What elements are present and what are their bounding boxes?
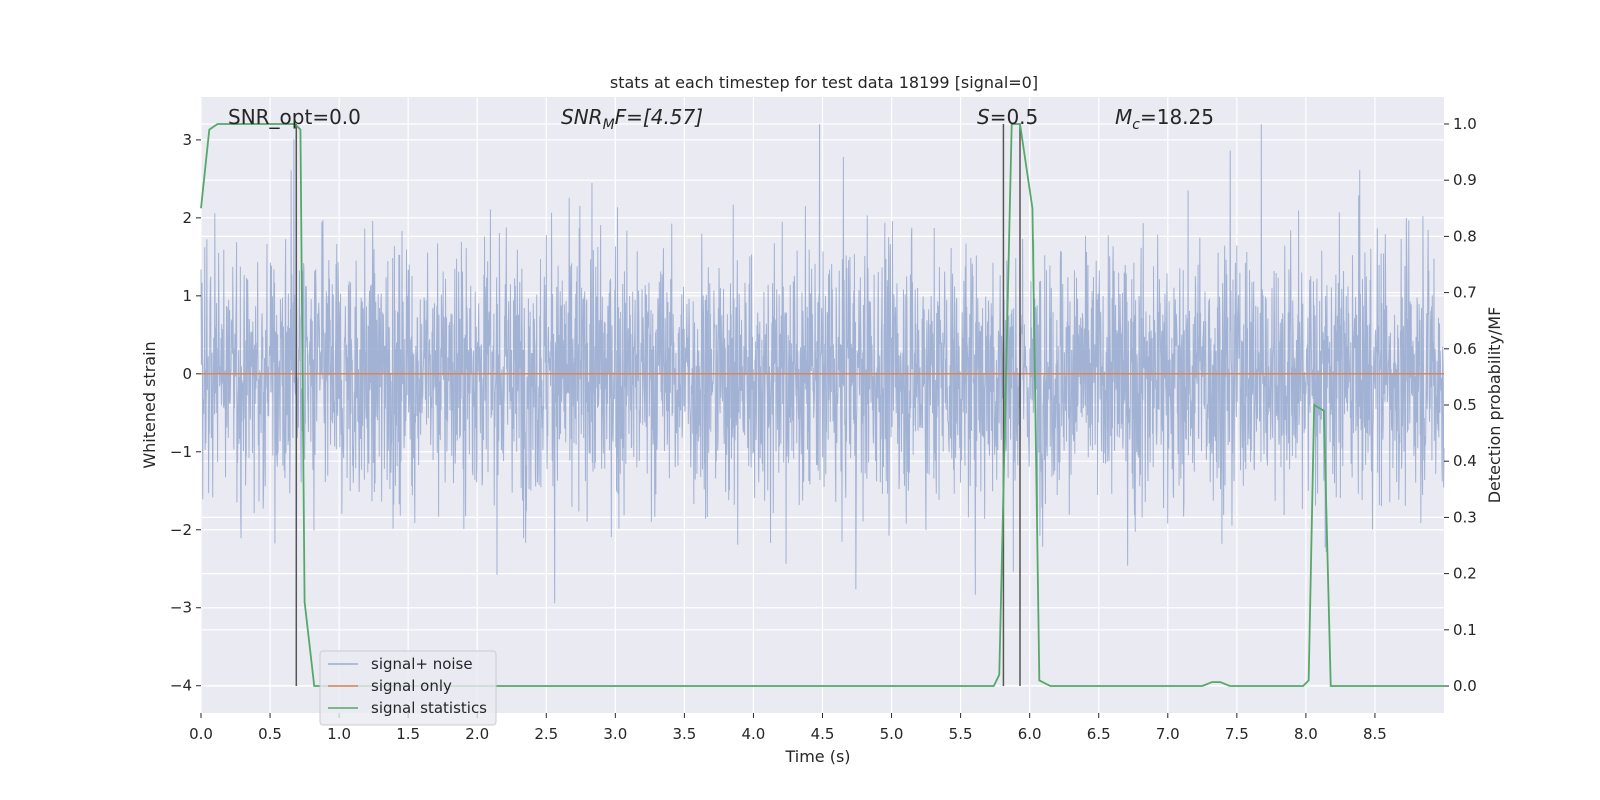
y2-tick-label: 0.2: [1453, 565, 1477, 583]
x-tick-label: 8.5: [1363, 725, 1387, 743]
signal-noise-series: [200, 124, 1445, 604]
annotation-s: S=0.5: [977, 105, 1038, 129]
y2-tick-label: 0.5: [1453, 396, 1477, 414]
legend: signal+ noise signal only signal statist…: [319, 650, 497, 726]
y-tick-label: 3: [182, 131, 192, 149]
x-tick-label: 1.0: [327, 725, 351, 743]
y-tick-label: −1: [170, 443, 192, 461]
y2-tick-label: 0.4: [1453, 452, 1477, 470]
y-axis-label: Whitened strain: [140, 341, 159, 468]
y-axis-ticks: −4 −3 −2 −1 0 1 2 3: [170, 131, 201, 695]
x-axis-ticks: 0.0 0.5 1.0 1.5 2.0 2.5 3.0 3.5 4.0 4.5 5.0 5.5 6.0 6…: [189, 713, 1387, 743]
y2-axis-ticks: 0.0 0.1 0.2 0.3 0.4 0.5 0.6 0.7 0.8 0.9 1.0: [1444, 115, 1477, 695]
x-tick-label: 4.5: [811, 725, 835, 743]
x-tick-label: 2.0: [465, 725, 489, 743]
annotation-snr-opt: SNR_opt=0.0: [228, 105, 361, 129]
y2-tick-label: 0.8: [1453, 227, 1477, 245]
x-tick-label: 3.0: [603, 725, 627, 743]
y2-tick-label: 1.0: [1453, 115, 1477, 133]
annotation-mc: Mc=18.25: [1115, 105, 1214, 133]
x-tick-label: 6.0: [1018, 725, 1042, 743]
y-tick-label: 1: [182, 287, 192, 305]
legend-label-signal-only: signal only: [371, 677, 452, 695]
x-tick-label: 5.0: [880, 725, 904, 743]
y2-tick-label: 0.3: [1453, 508, 1477, 526]
y2-tick-label: 0.9: [1453, 171, 1477, 189]
vertical-markers: [295, 123, 1021, 687]
x-tick-label: 2.5: [534, 725, 558, 743]
x-tick-label: 1.5: [396, 725, 420, 743]
signal-statistics-line: [200, 123, 1444, 687]
x-tick-label: 5.5: [949, 725, 973, 743]
y2-tick-label: 0.6: [1453, 340, 1477, 358]
signal-noise-line: [200, 124, 1445, 604]
x-axis-label: Time (s): [784, 747, 850, 766]
y-tick-label: 0: [182, 365, 192, 383]
y2-tick-label: 0.0: [1453, 677, 1477, 695]
x-tick-label: 6.5: [1087, 725, 1111, 743]
x-tick-label: 0.0: [189, 725, 213, 743]
x-tick-label: 3.5: [672, 725, 696, 743]
x-tick-label: 7.5: [1225, 725, 1249, 743]
legend-box: [319, 650, 497, 726]
legend-label-signal-statistics: signal statistics: [371, 699, 487, 717]
y-tick-label: −4: [170, 677, 192, 695]
y2-axis-label: Detection probability/MF: [1485, 307, 1504, 504]
legend-label-signal-noise: signal+ noise: [371, 655, 473, 673]
signal-statistics-series: [200, 123, 1444, 687]
x-tick-label: 8.0: [1294, 725, 1318, 743]
y-tick-label: −2: [170, 521, 192, 539]
annotation-snr-mf: SNRMF=[4.57]: [561, 105, 703, 133]
x-tick-label: 4.0: [742, 725, 766, 743]
y2-tick-label: 0.1: [1453, 621, 1477, 639]
x-tick-label: 7.0: [1156, 725, 1180, 743]
x-tick-label: 0.5: [258, 725, 282, 743]
y-tick-label: −3: [170, 599, 192, 617]
chart-title: stats at each timestep for test data 181…: [610, 73, 1038, 92]
y-tick-label: 2: [182, 209, 192, 227]
y2-tick-label: 0.7: [1453, 284, 1477, 302]
